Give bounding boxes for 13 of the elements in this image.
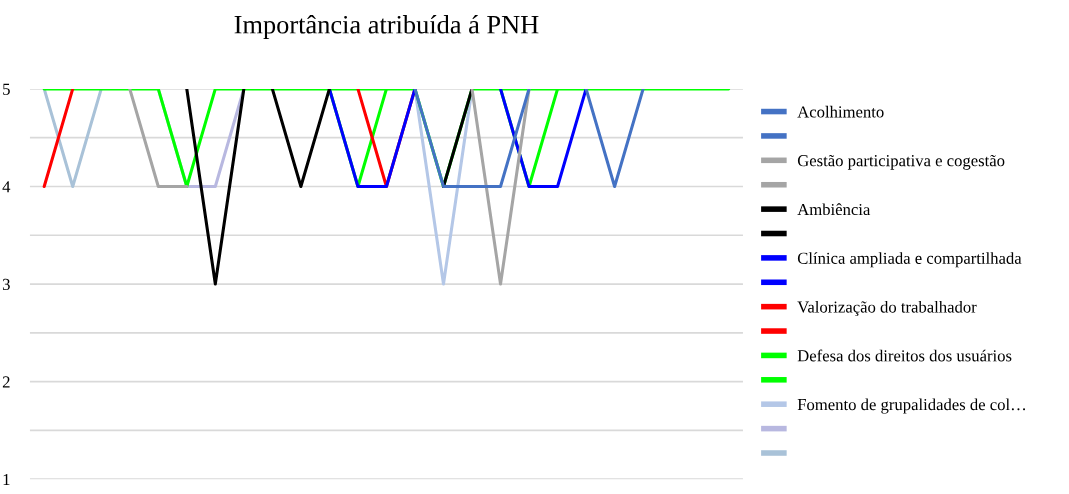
y-tick-label: 5 [3,83,10,95]
y-tick-label: 4 [2,181,11,193]
chart-title: Importância atribuída á PNH [234,15,539,39]
legend-label: Gestão participativa e cogestão [797,154,1005,170]
legend-label: Clínica ampliada e compartilhada [797,252,1022,268]
legend-label: Valorização do trabalhador [797,300,977,317]
legend-label: Acolhimento [797,105,884,118]
y-tick-label: 1 [3,473,10,485]
y-tick-label: 2 [2,376,10,388]
legend-label: Ambiência [797,203,871,216]
legend-label: Defesa dos direitos dos usuários [797,349,1012,362]
y-tick-label: 3 [2,278,10,290]
legend-label: Fomento de grupalidades de col… [797,398,1026,414]
